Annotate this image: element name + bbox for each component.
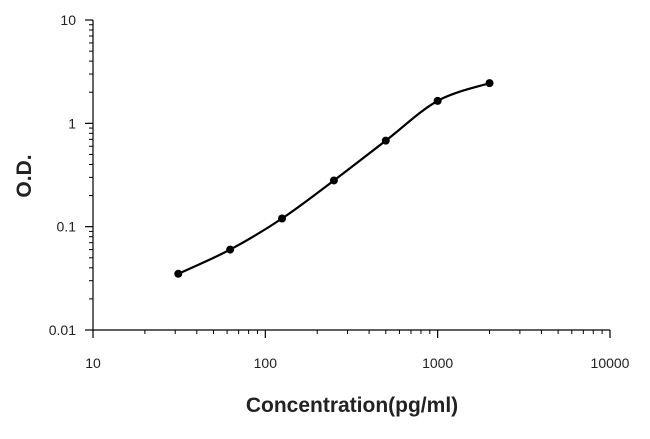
x-tick-label: 100 <box>254 355 278 371</box>
data-point <box>381 136 390 145</box>
major-ticks <box>85 19 611 338</box>
minor-ticks <box>89 24 603 334</box>
y-tick-label: 0.01 <box>49 322 76 338</box>
y-tick-label: 0.1 <box>57 219 77 235</box>
y-tick-label: 1 <box>68 115 76 131</box>
data-point <box>174 269 183 278</box>
data-point <box>329 176 338 185</box>
x-tick-label: 10 <box>85 355 101 371</box>
y-tick-labels: 10 1 0.1 0.01 <box>49 12 76 338</box>
data-point <box>485 79 494 88</box>
data-point <box>278 214 287 223</box>
data-point <box>433 96 442 105</box>
data-point <box>226 245 235 254</box>
x-tick-labels: 10 100 1000 10000 <box>85 355 629 371</box>
x-tick-label: 1000 <box>422 355 453 371</box>
x-axis-title: Concentration(pg/ml) <box>246 394 458 417</box>
y-tick-label: 10 <box>60 12 76 28</box>
y-axis-title: O.D. <box>13 154 36 197</box>
x-tick-label: 10000 <box>591 355 630 371</box>
data-points <box>174 79 494 278</box>
